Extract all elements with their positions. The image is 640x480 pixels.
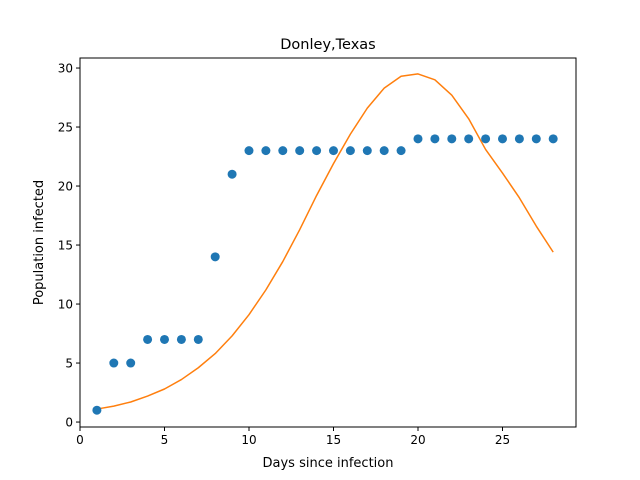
y-tick-label: 15 [58, 238, 73, 252]
data-point [481, 134, 491, 144]
data-point [531, 134, 541, 144]
x-tick-label: 25 [495, 433, 510, 447]
y-tick-label: 10 [58, 297, 73, 311]
data-point [464, 134, 474, 144]
data-point [160, 334, 169, 344]
data-point [109, 358, 119, 368]
data-point [126, 358, 136, 368]
data-point [295, 146, 305, 156]
data-point [227, 169, 237, 179]
data-point [193, 334, 203, 344]
axes-frame [79, 57, 577, 428]
y-tick-label: 20 [58, 179, 73, 193]
y-tick-label: 0 [65, 415, 73, 429]
x-axis-label: Days since infection [263, 456, 394, 471]
y-axis: 0 5 10 15 20 25 30 [58, 61, 80, 429]
x-tick-label: 5 [161, 433, 169, 447]
y-tick-label: 30 [58, 61, 73, 75]
data-point [92, 405, 102, 415]
data-point [143, 334, 153, 344]
series-line-1 [96, 73, 554, 410]
x-tick-label: 10 [241, 433, 256, 447]
data-point [210, 252, 220, 262]
y-tick-label: 25 [58, 120, 73, 134]
data-point [176, 334, 186, 344]
x-tick-label: 15 [326, 433, 341, 447]
plot-area [92, 73, 558, 415]
data-point [345, 146, 355, 156]
data-point [379, 146, 389, 156]
y-tick-label: 5 [65, 356, 73, 370]
x-axis: 0 5 10 15 20 25 [76, 427, 510, 447]
data-point [244, 146, 254, 156]
data-point [430, 134, 440, 144]
data-point [548, 134, 558, 144]
data-point [278, 146, 288, 156]
y-axis-label: Population infected [32, 180, 47, 305]
data-point [413, 134, 423, 144]
data-point [261, 146, 271, 156]
x-tick-label: 20 [410, 433, 425, 447]
chart-title: Donley,Texas [280, 37, 375, 53]
data-point [362, 146, 372, 156]
data-point [447, 134, 457, 144]
data-point [328, 146, 338, 156]
data-point [514, 134, 524, 144]
data-point [497, 134, 507, 144]
x-tick-label: 0 [76, 433, 84, 447]
data-point [312, 146, 322, 156]
data-point [396, 146, 406, 156]
